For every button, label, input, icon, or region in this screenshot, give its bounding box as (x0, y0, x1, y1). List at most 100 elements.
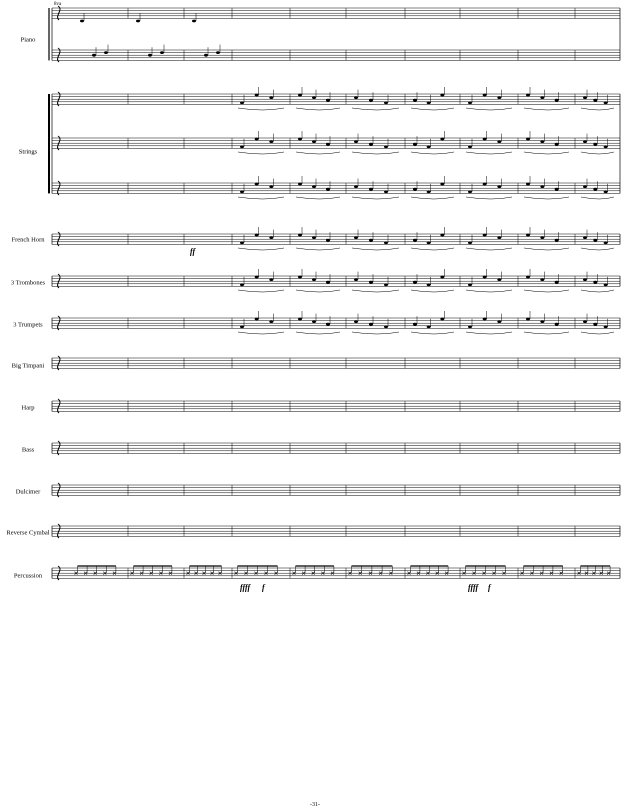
x-notehead (301, 571, 306, 575)
note (413, 187, 417, 191)
tie (351, 289, 400, 293)
instrument-label: Bass (22, 446, 35, 453)
clef (57, 440, 61, 456)
instrument-label: Piano (21, 36, 36, 43)
tie (465, 107, 513, 111)
tie (523, 196, 570, 200)
x-notehead (530, 571, 534, 575)
tie (410, 247, 455, 251)
note (384, 145, 388, 149)
note (312, 185, 316, 189)
clef (57, 91, 61, 107)
tie (410, 107, 455, 111)
note (369, 98, 373, 102)
note (413, 98, 417, 102)
x-notehead (348, 571, 352, 575)
x-notehead (292, 571, 296, 575)
clef (57, 398, 61, 414)
x-notehead (606, 571, 611, 575)
tie (523, 107, 570, 111)
note (369, 280, 373, 284)
note (369, 142, 373, 146)
note (269, 236, 274, 240)
tie (523, 247, 570, 251)
tie (237, 289, 285, 293)
x-notehead (202, 571, 206, 575)
x-notehead (186, 571, 190, 575)
x-notehead (444, 571, 449, 575)
tie (523, 331, 570, 335)
tie (295, 289, 341, 293)
note (326, 238, 330, 242)
x-notehead (311, 571, 315, 575)
note (540, 278, 545, 281)
note (216, 51, 220, 54)
dynamic-mark: ff (190, 247, 197, 256)
note (298, 182, 302, 186)
note (526, 317, 530, 321)
note (204, 53, 208, 57)
tie (351, 331, 400, 335)
note (326, 280, 330, 284)
note (482, 233, 487, 237)
x-notehead (502, 571, 506, 575)
note (298, 137, 302, 141)
x-notehead (389, 571, 393, 575)
note (497, 236, 502, 240)
note (603, 145, 608, 149)
note (384, 241, 388, 245)
tie (523, 289, 570, 293)
note (426, 101, 431, 105)
note (254, 317, 259, 321)
note (326, 322, 330, 326)
note (540, 140, 545, 144)
note (240, 325, 244, 329)
note (369, 187, 373, 191)
note (593, 142, 598, 146)
note (312, 140, 316, 144)
note (104, 51, 108, 54)
note (369, 238, 373, 242)
x-notehead (426, 571, 430, 575)
note (148, 53, 152, 57)
tie (580, 151, 615, 155)
instrument-label: Harp (22, 404, 35, 411)
note (440, 233, 445, 237)
tie (351, 196, 400, 200)
tie (410, 289, 455, 293)
note (482, 137, 487, 141)
x-notehead (264, 571, 268, 575)
note (192, 19, 196, 23)
clef (57, 47, 61, 63)
note (80, 19, 84, 23)
x-notehead (378, 571, 383, 575)
ottava-mark: 8va (54, 2, 62, 7)
note (468, 325, 472, 329)
note (384, 190, 388, 194)
note (369, 322, 373, 326)
note (440, 137, 445, 141)
tie (465, 247, 513, 251)
note (92, 53, 96, 57)
note (298, 275, 302, 279)
x-notehead (559, 571, 563, 575)
note (482, 317, 487, 321)
x-notehead (234, 571, 238, 575)
note (440, 317, 445, 321)
x-notehead (549, 571, 554, 575)
note (354, 96, 358, 99)
tie (295, 247, 341, 251)
note (298, 93, 302, 97)
note (603, 325, 608, 329)
tie (580, 107, 615, 111)
note (583, 236, 587, 240)
tie (580, 331, 615, 335)
note (240, 101, 244, 105)
note (583, 140, 587, 144)
note (468, 190, 472, 194)
x-notehead (584, 571, 589, 575)
clef (57, 315, 61, 331)
note (240, 283, 244, 287)
note (254, 93, 259, 97)
